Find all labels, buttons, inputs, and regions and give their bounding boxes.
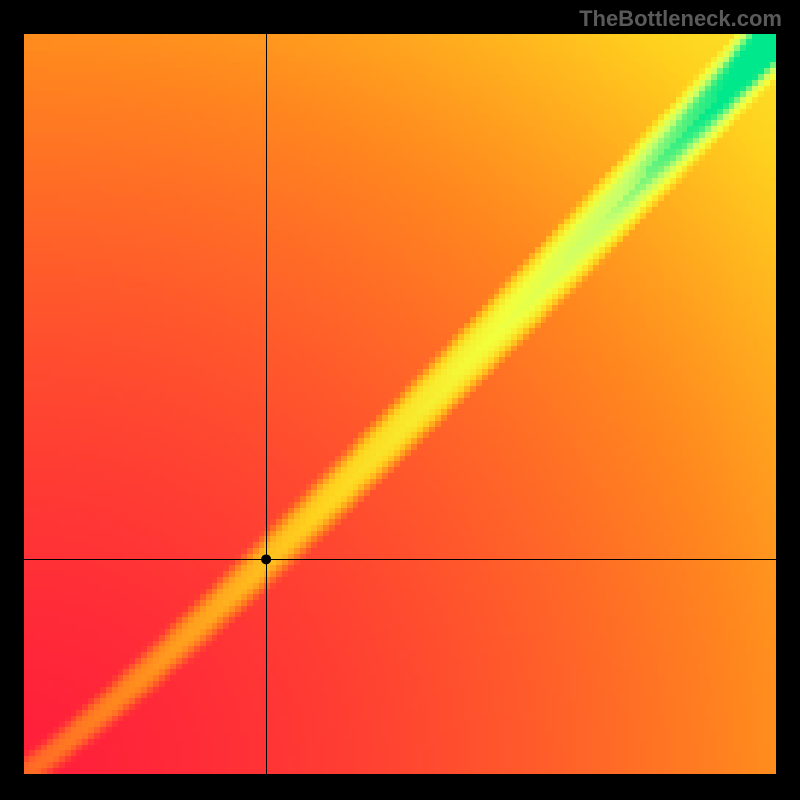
crosshair-overlay <box>24 34 776 774</box>
chart-container: TheBottleneck.com <box>0 0 800 800</box>
watermark-text: TheBottleneck.com <box>579 6 782 32</box>
